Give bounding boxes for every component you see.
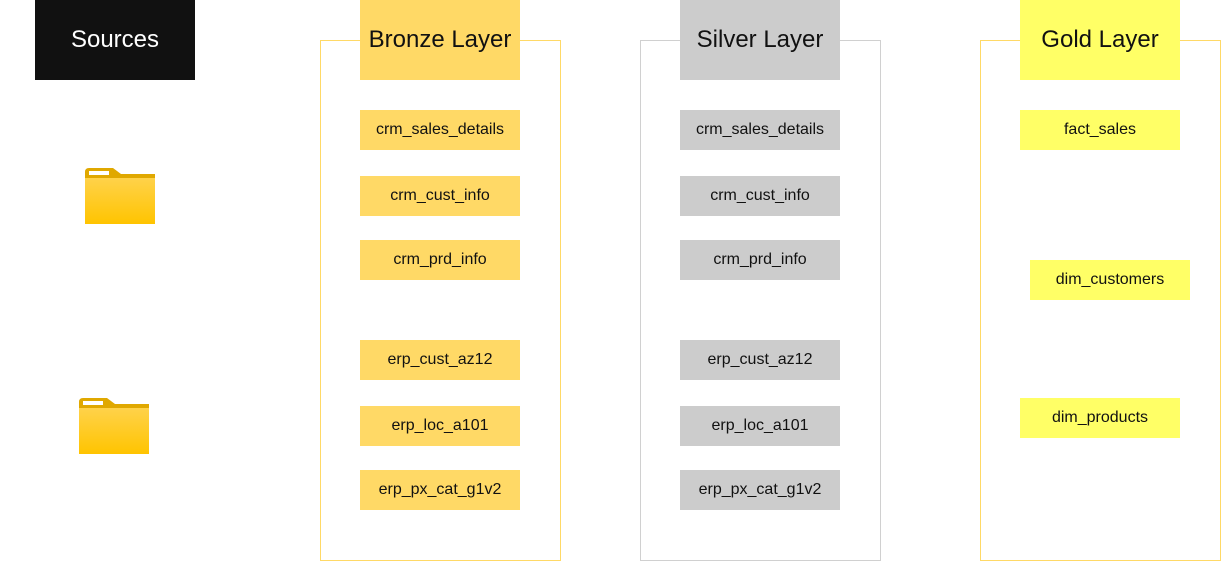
gold-layer-header: Gold Layer <box>1020 0 1180 80</box>
table-label: crm_sales_details <box>375 121 505 138</box>
sources-header: Sources <box>35 0 195 80</box>
silver-layer-title: Silver Layer <box>696 26 824 53</box>
bronze-table-crm-sales-details: crm_sales_details <box>360 110 520 150</box>
table-label: erp_cust_az12 <box>387 351 493 368</box>
silver-table-crm-sales-details: crm_sales_details <box>680 110 840 150</box>
silver-table-erp-loc-a101: erp_loc_a101 <box>680 406 840 446</box>
bronze-table-crm-prd-info: crm_prd_info <box>360 240 520 280</box>
bronze-layer-title: Bronze Layer <box>368 26 512 53</box>
table-label: crm_prd_info <box>713 251 807 268</box>
table-label: erp_px_cat_g1v2 <box>698 481 822 498</box>
silver-table-crm-cust-info: crm_cust_info <box>680 176 840 216</box>
gold-table-dim-customers: dim_customers <box>1030 260 1190 300</box>
table-label: crm_prd_info <box>393 251 487 268</box>
bronze-table-erp-cust-az12: erp_cust_az12 <box>360 340 520 380</box>
silver-table-erp-px-cat-g1v2: erp_px_cat_g1v2 <box>680 470 840 510</box>
table-label: erp_cust_az12 <box>707 351 813 368</box>
silver-layer-header: Silver Layer <box>680 0 840 80</box>
gold-layer-title: Gold Layer <box>1041 26 1159 53</box>
table-label: erp_px_cat_g1v2 <box>378 481 502 498</box>
bronze-table-crm-cust-info: crm_cust_info <box>360 176 520 216</box>
silver-table-crm-prd-info: crm_prd_info <box>680 240 840 280</box>
table-label: crm_cust_info <box>390 187 490 204</box>
bronze-layer-header: Bronze Layer <box>360 0 520 80</box>
gold-table-dim-products: dim_products <box>1020 398 1180 438</box>
sources-title: Sources <box>70 26 160 53</box>
silver-table-erp-cust-az12: erp_cust_az12 <box>680 340 840 380</box>
bronze-table-erp-loc-a101: erp_loc_a101 <box>360 406 520 446</box>
table-label: fact_sales <box>1063 121 1137 138</box>
gold-table-fact-sales: fact_sales <box>1020 110 1180 150</box>
crm-source-folder-icon <box>85 168 155 224</box>
bronze-table-erp-px-cat-g1v2: erp_px_cat_g1v2 <box>360 470 520 510</box>
table-label: crm_cust_info <box>710 187 810 204</box>
table-label: erp_loc_a101 <box>711 417 809 434</box>
table-label: crm_sales_details <box>695 121 825 138</box>
erp-source-folder-icon <box>79 398 149 454</box>
table-label: dim_customers <box>1055 271 1165 288</box>
table-label: erp_loc_a101 <box>391 417 489 434</box>
table-label: dim_products <box>1051 409 1149 426</box>
